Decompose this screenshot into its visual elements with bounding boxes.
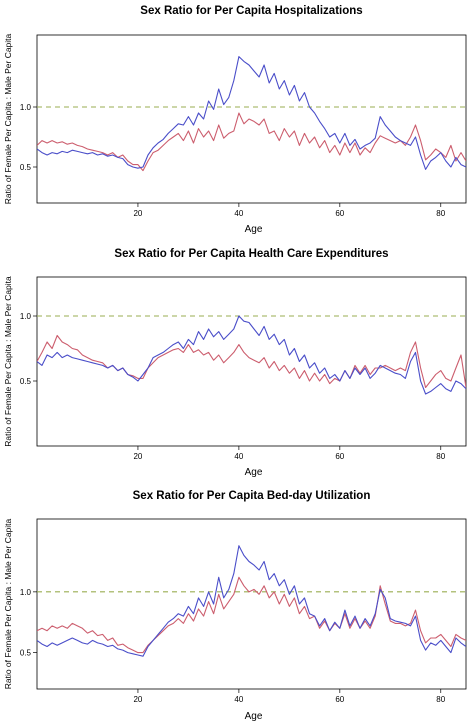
x-tick-label: 40 <box>234 209 243 218</box>
y-tick-label: 0.5 <box>20 163 32 172</box>
x-tick-label: 80 <box>436 695 445 704</box>
female-ratio-line <box>37 334 466 389</box>
y-axis-label: Ratio of Female Per Capita : Male Per Ca… <box>3 33 13 204</box>
y-axis-label: Ratio of Female Per Capita : Male Per Ca… <box>3 518 13 689</box>
x-axis-label: Age <box>245 467 263 478</box>
y-tick-label: 1.0 <box>20 103 32 112</box>
y-tick-label: 0.5 <box>20 377 32 386</box>
x-axis-label: Age <box>245 224 263 235</box>
male-ratio-line <box>37 545 466 657</box>
chart-panel-1: Sex Ratio for Per Capita Hospitalization… <box>3 5 467 235</box>
x-tick-label: 60 <box>335 209 344 218</box>
y-tick-label: 1.0 <box>20 312 32 321</box>
x-tick-label: 80 <box>436 452 445 461</box>
x-axis-label: Age <box>245 711 263 722</box>
x-tick-label: 20 <box>133 209 142 218</box>
chart-panel-2: Sex Ratio for Per Capita Health Care Exp… <box>3 248 467 478</box>
x-tick-label: 40 <box>234 452 243 461</box>
y-tick-label: 1.0 <box>20 588 32 597</box>
chart-title: Sex Ratio for Per Capita Hospitalization… <box>140 5 362 17</box>
plot-frame <box>36 518 467 690</box>
x-tick-label: 60 <box>335 695 344 704</box>
x-tick-label: 40 <box>234 695 243 704</box>
male-ratio-line <box>37 56 466 170</box>
x-tick-label: 80 <box>436 209 445 218</box>
plot-frame <box>36 34 467 204</box>
y-tick-label: 0.5 <box>20 649 32 658</box>
chart-title: Sex Ratio for Per Capita Health Care Exp… <box>114 248 388 260</box>
x-tick-label: 20 <box>133 695 142 704</box>
male-ratio-line <box>37 315 466 395</box>
plot-frame <box>36 276 467 447</box>
x-tick-label: 20 <box>133 452 142 461</box>
chart-title: Sex Ratio for Per Capita Bed-day Utiliza… <box>133 490 371 502</box>
x-tick-label: 60 <box>335 452 344 461</box>
female-ratio-line <box>37 112 466 172</box>
y-axis-label: Ratio of Female Per Capita : Male Per Ca… <box>3 276 13 447</box>
female-ratio-line <box>37 576 466 654</box>
chart-panel-3: Sex Ratio for Per Capita Bed-day Utiliza… <box>3 490 467 722</box>
